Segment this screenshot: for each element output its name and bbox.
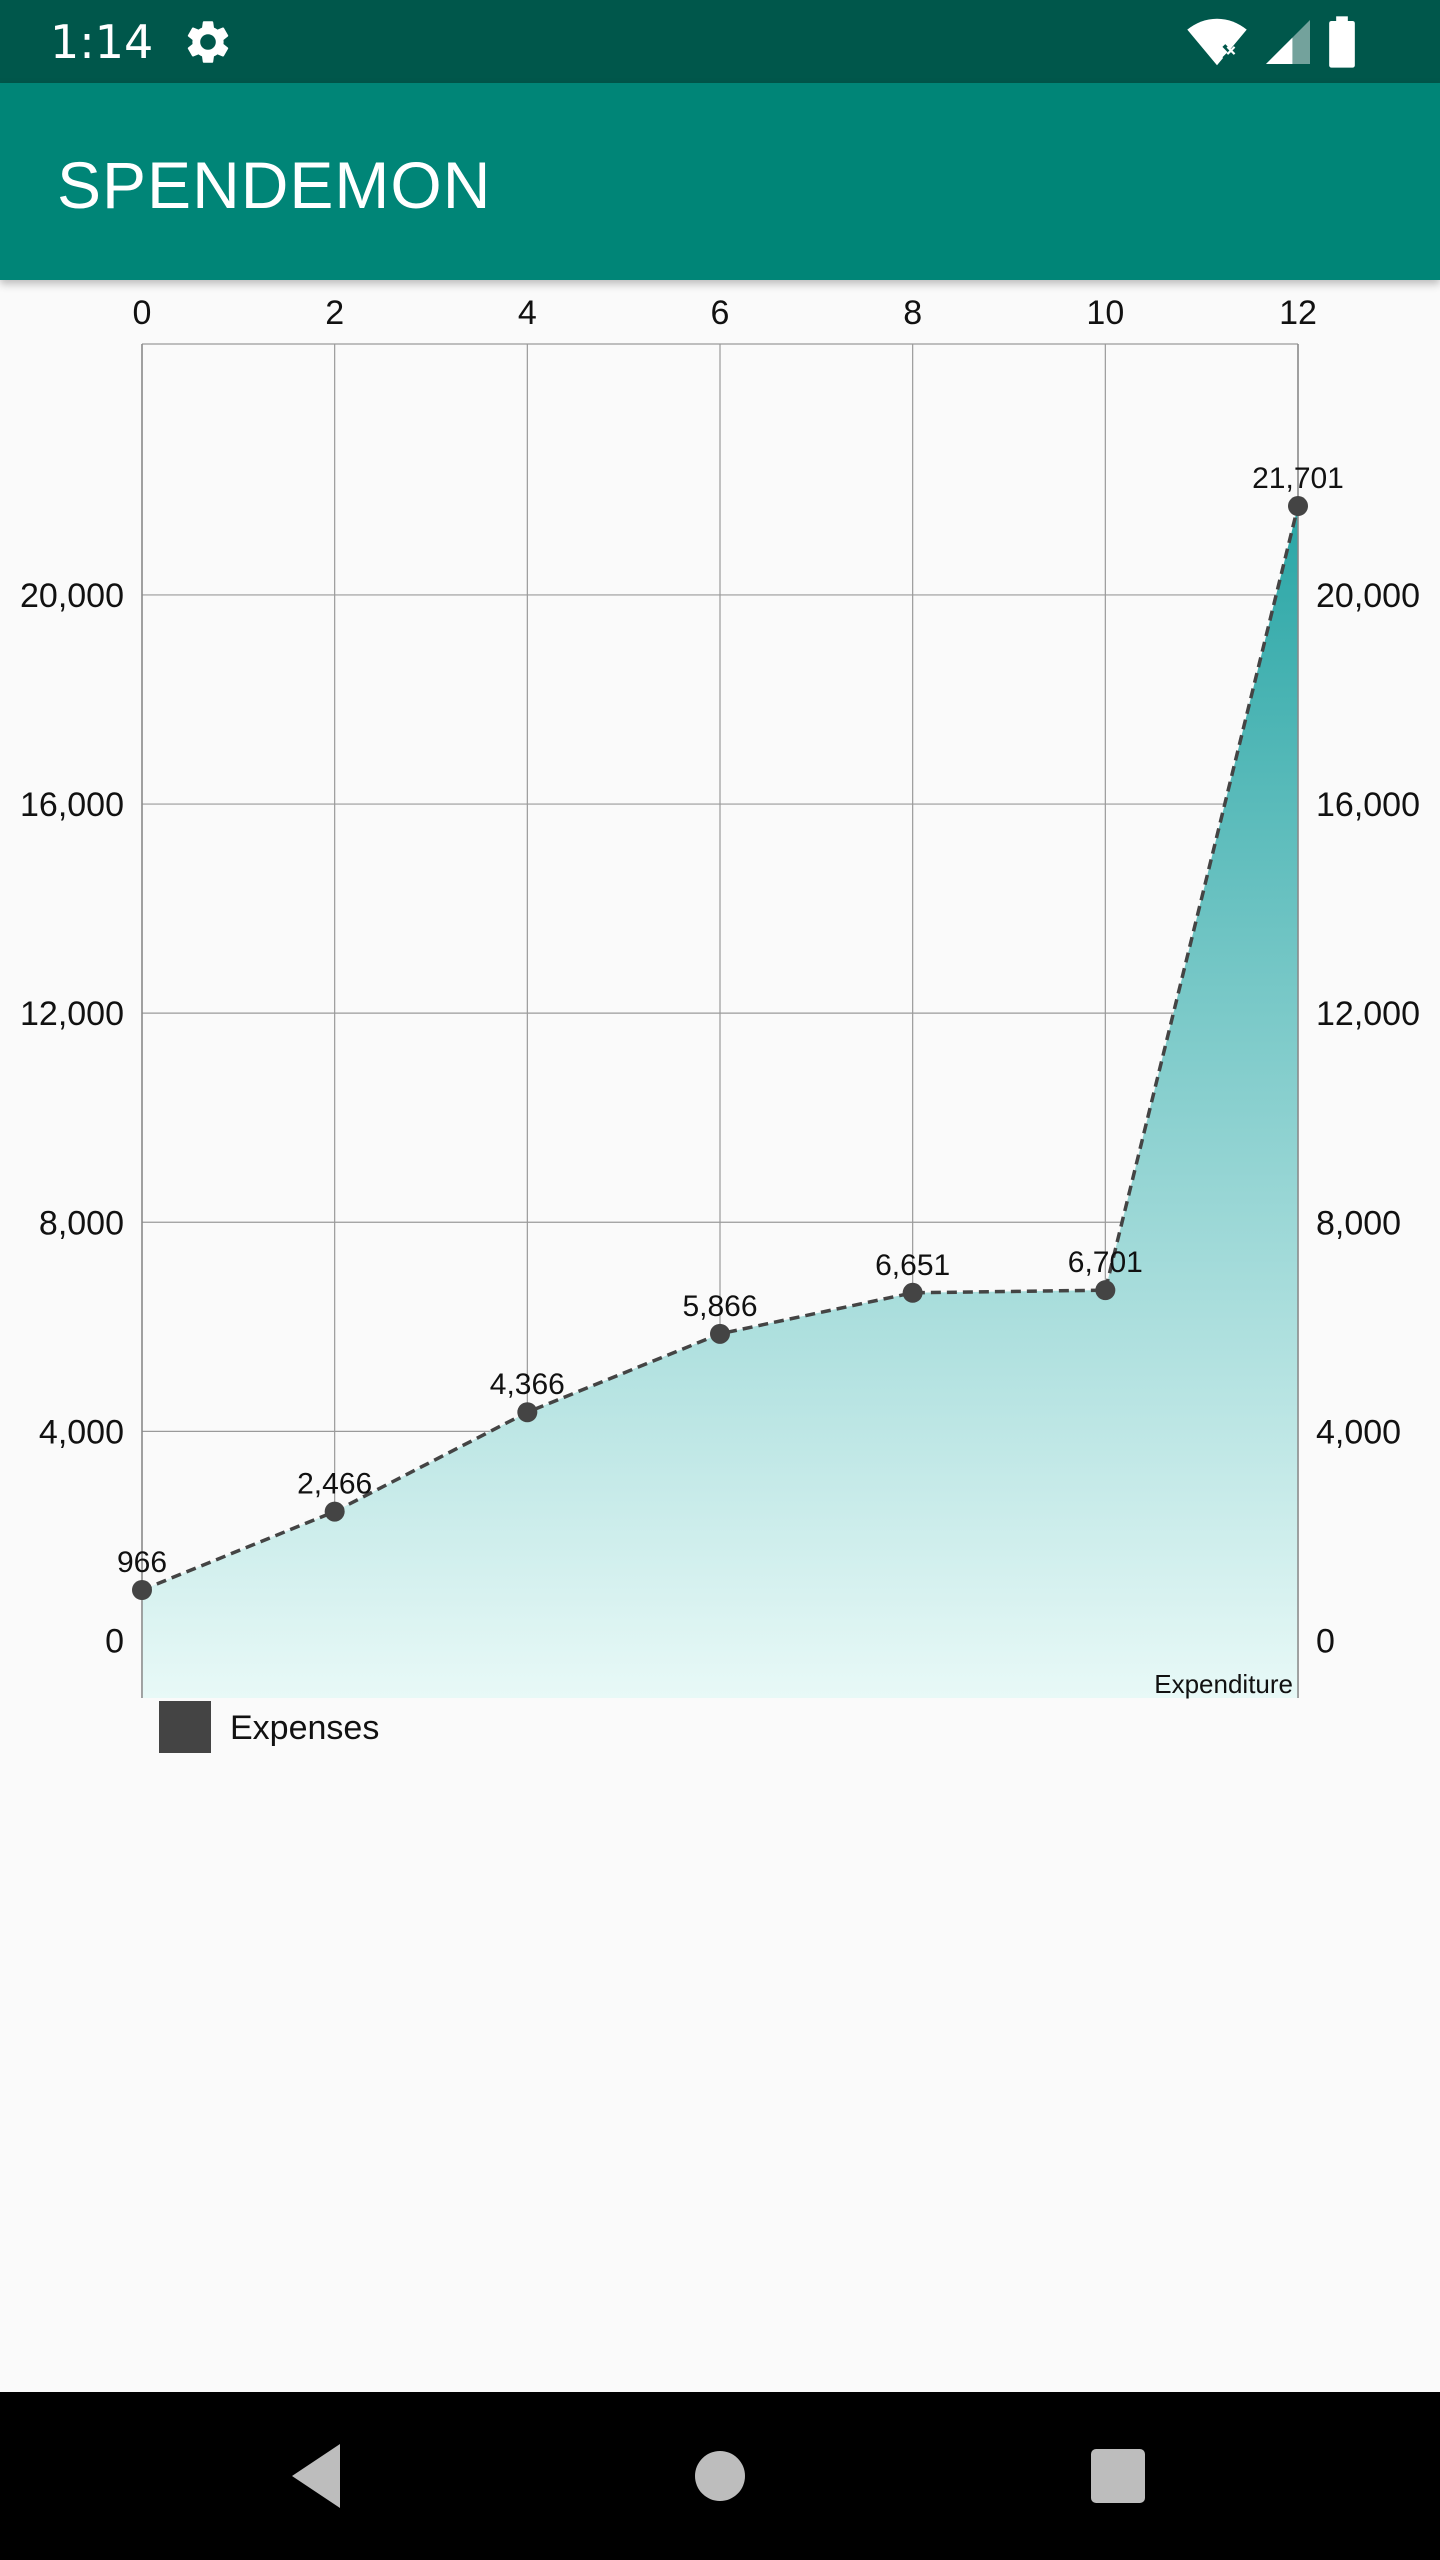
y-tick-label-right: 8,000 (1316, 1204, 1401, 1242)
legend-swatch-expenses (159, 1701, 211, 1753)
x-tick-label: 4 (518, 294, 537, 332)
navigation-bar (0, 2392, 1440, 2560)
legend: Expenses (159, 1701, 379, 1753)
x-tick-label: 8 (903, 294, 922, 332)
y-tick-label-left: 8,000 (39, 1204, 124, 1242)
data-label: 966 (117, 1546, 167, 1579)
expenses-chart[interactable]: 0 2 4 6 8 10 12 0 0 4,000 4,000 8,000 8,000 12,000 12,… (0, 280, 1440, 1780)
status-bar: 1:14 (0, 0, 1440, 83)
y-tick-label-right: 0 (1316, 1622, 1335, 1660)
x-tick-label: 6 (711, 294, 730, 332)
y-tick-label-right: 20,000 (1316, 577, 1420, 615)
data-point[interactable] (517, 1402, 538, 1423)
series-area-expenses (142, 506, 1298, 1698)
settings-icon (187, 21, 229, 63)
data-point[interactable] (132, 1579, 152, 1600)
y-tick-label-left: 20,000 (20, 577, 124, 615)
data-label: 21,701 (1252, 462, 1344, 495)
data-point[interactable] (324, 1501, 345, 1522)
x-tick-label: 0 (133, 294, 152, 332)
status-time: 1:14 (50, 15, 154, 69)
y-tick-label-right: 12,000 (1316, 995, 1420, 1033)
y-tick-label-left: 12,000 (20, 995, 124, 1033)
y-tick-label-left: 16,000 (20, 786, 124, 824)
x-tick-label: 10 (1086, 294, 1124, 332)
data-label: 6,651 (875, 1249, 950, 1282)
recents-icon[interactable] (1076, 2434, 1160, 2518)
data-point[interactable] (1095, 1280, 1116, 1301)
x-tick-label: 2 (325, 294, 344, 332)
status-icons (1186, 16, 1396, 68)
legend-label-expenses: Expenses (230, 1709, 379, 1747)
data-point[interactable] (710, 1323, 730, 1344)
chart-description: Expenditure (1154, 1669, 1293, 1699)
y-tick-label-left: 4,000 (39, 1413, 124, 1451)
cell-signal-icon (1266, 20, 1310, 64)
data-label: 6,701 (1068, 1246, 1143, 1279)
y-tick-label-left: 0 (105, 1622, 124, 1660)
data-point[interactable] (902, 1282, 923, 1303)
data-label: 4,366 (490, 1368, 565, 1401)
wifi-off-icon (1187, 18, 1247, 66)
app-bar: SPENDEMON (0, 83, 1440, 280)
app-title: SPENDEMON (57, 148, 492, 222)
y-tick-label-right: 4,000 (1316, 1413, 1401, 1451)
data-point[interactable] (1288, 496, 1308, 517)
data-label: 2,466 (297, 1468, 372, 1501)
home-icon[interactable] (678, 2434, 762, 2518)
y-tick-label-right: 16,000 (1316, 786, 1420, 824)
battery-icon (1329, 16, 1355, 68)
data-label: 5,866 (682, 1290, 757, 1323)
chart-svg: 0 2 4 6 8 10 12 0 0 4,000 4,000 8,000 8,000 12,000 12,… (20, 294, 1420, 1753)
back-icon[interactable] (276, 2434, 360, 2518)
x-tick-label: 12 (1279, 294, 1317, 332)
